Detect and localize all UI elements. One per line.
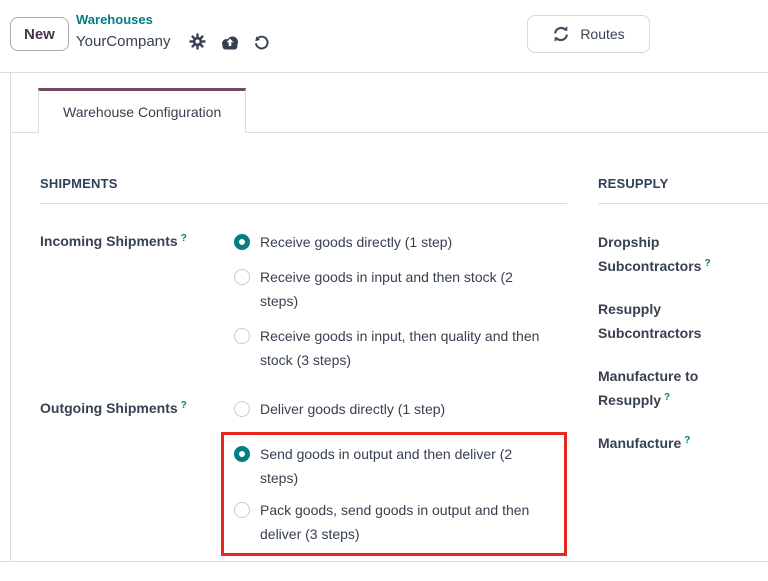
resupply-item-label: Manufacture — [598, 435, 682, 451]
resupply-item-label: Dropship Subcontractors — [598, 234, 702, 274]
sheet-top-divider — [0, 72, 768, 73]
outgoing-shipments-label-text: Outgoing Shipments — [40, 400, 178, 416]
form-sheet: SHIPMENTS Incoming Shipments? Receive go… — [40, 176, 768, 581]
new-button[interactable]: New — [10, 17, 69, 51]
breadcrumb-title[interactable]: Warehouses — [76, 12, 153, 27]
shipments-section: SHIPMENTS Incoming Shipments? Receive go… — [40, 176, 567, 581]
shipments-section-title: SHIPMENTS — [40, 176, 567, 204]
help-icon[interactable]: ? — [664, 392, 671, 403]
resupply-section-title: RESUPPLY — [598, 176, 768, 204]
radio-option-send-2-steps[interactable]: Send goods in output and then deliver (2… — [234, 442, 554, 490]
radio-option-receive-3-steps[interactable]: Receive goods in input, then quality and… — [234, 324, 567, 372]
breadcrumb-subtitle: YourCompany — [76, 32, 171, 50]
radio-option-label[interactable]: Receive goods in input, then quality and… — [260, 328, 540, 368]
radio-unselected-icon[interactable] — [234, 269, 250, 285]
incoming-shipments-label-text: Incoming Shipments — [40, 233, 178, 249]
gear-icon[interactable] — [187, 31, 209, 53]
radio-option-receive-1-step[interactable]: Receive goods directly (1 step) — [234, 230, 567, 254]
radio-option-label[interactable]: Receive goods in input and then stock (2… — [260, 269, 513, 309]
tab-bar: Warehouse Configuration — [10, 88, 768, 133]
resupply-item-label: Resupply Subcontractors — [598, 301, 702, 341]
outgoing-shipments-options: Deliver goods directly (1 step) Send goo… — [221, 397, 567, 556]
resupply-item-label: Manufacture to Resupply — [598, 368, 699, 408]
resupply-section: RESUPPLY Dropship Subcontractors? Resupp… — [598, 176, 768, 581]
sheet-bottom-divider — [0, 561, 768, 562]
breadcrumb: Warehouses YourCompany — [76, 12, 283, 53]
help-icon[interactable]: ? — [180, 400, 187, 411]
sheet-left-divider — [10, 72, 11, 561]
outgoing-shipments-row: Outgoing Shipments? Deliver goods direct… — [40, 397, 567, 556]
radio-selected-icon[interactable] — [234, 234, 250, 250]
outgoing-shipments-label: Outgoing Shipments? — [40, 397, 234, 556]
radio-unselected-icon[interactable] — [234, 401, 250, 417]
incoming-shipments-options: Receive goods directly (1 step) Receive … — [234, 230, 567, 372]
cloud-upload-icon[interactable] — [219, 31, 241, 53]
radio-unselected-icon[interactable] — [234, 502, 250, 518]
help-icon[interactable]: ? — [704, 258, 711, 269]
radio-option-label[interactable]: Send goods in output and then deliver (2… — [260, 446, 513, 486]
resupply-item-manufacture: Manufacture? — [598, 431, 753, 455]
tab-bar-filler — [246, 88, 768, 133]
help-icon[interactable]: ? — [684, 435, 691, 446]
radio-option-label[interactable]: Receive goods directly (1 step) — [260, 234, 453, 250]
radio-unselected-icon[interactable] — [234, 328, 250, 344]
radio-option-label[interactable]: Pack goods, send goods in output and the… — [260, 502, 530, 542]
sync-icon — [552, 25, 570, 43]
routes-button-label: Routes — [580, 26, 625, 42]
resupply-item-manufacture-to-resupply: Manufacture to Resupply? — [598, 364, 753, 412]
radio-option-label[interactable]: Deliver goods directly (1 step) — [260, 401, 446, 417]
help-icon[interactable]: ? — [180, 233, 187, 244]
tab-bar-spacer — [10, 88, 38, 133]
radio-selected-icon[interactable] — [234, 446, 250, 462]
radio-option-pack-3-steps[interactable]: Pack goods, send goods in output and the… — [234, 498, 554, 546]
radio-option-deliver-1-step[interactable]: Deliver goods directly (1 step) — [234, 397, 567, 421]
radio-option-receive-2-steps[interactable]: Receive goods in input and then stock (2… — [234, 265, 567, 313]
resupply-item-dropship-subcontractors: Dropship Subcontractors? — [598, 230, 753, 278]
undo-icon[interactable] — [251, 31, 273, 53]
incoming-shipments-label: Incoming Shipments? — [40, 230, 234, 372]
highlight-box: Send goods in output and then deliver (2… — [221, 432, 567, 556]
tab-warehouse-configuration[interactable]: Warehouse Configuration — [38, 88, 247, 133]
routes-button[interactable]: Routes — [527, 15, 650, 53]
incoming-shipments-row: Incoming Shipments? Receive goods direct… — [40, 230, 567, 372]
resupply-item-resupply-subcontractors: Resupply Subcontractors — [598, 297, 753, 345]
